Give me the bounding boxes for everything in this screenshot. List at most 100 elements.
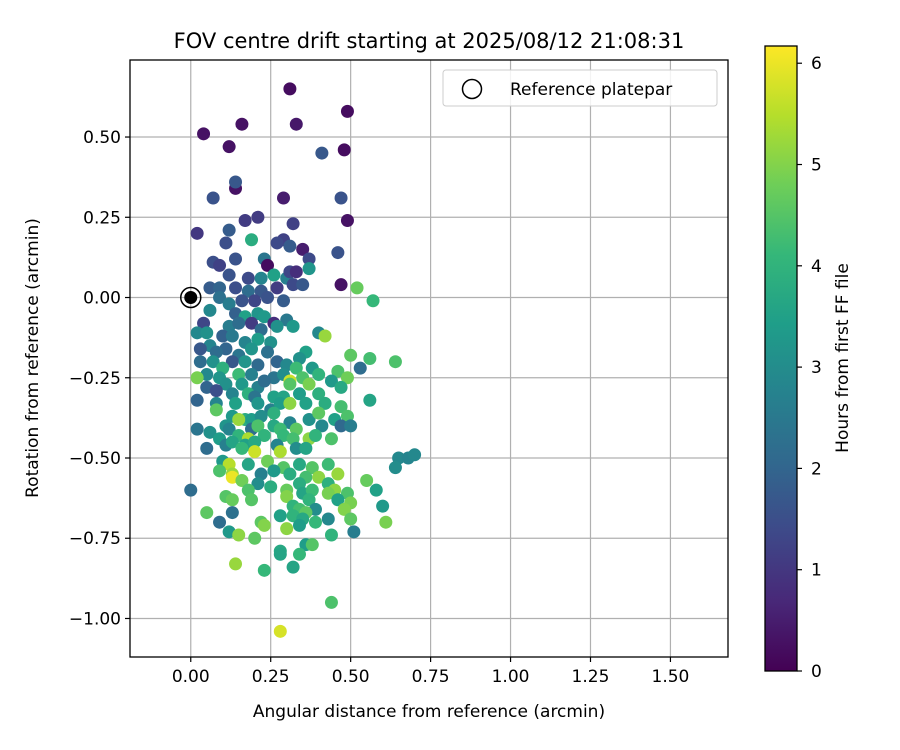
- data-point: [235, 441, 249, 455]
- colorbar-tick-label: 4: [811, 257, 822, 277]
- data-point: [360, 473, 374, 487]
- data-point: [190, 326, 204, 340]
- data-point: [331, 364, 345, 378]
- x-tick-label: 0.50: [332, 667, 370, 687]
- data-point: [232, 412, 246, 426]
- data-point: [344, 512, 358, 526]
- data-point: [251, 477, 265, 491]
- data-point: [302, 252, 316, 266]
- x-axis-label: Angular distance from reference (arcmin): [253, 702, 605, 722]
- data-point: [209, 403, 223, 417]
- data-point: [302, 412, 316, 426]
- data-point: [280, 522, 294, 536]
- data-point: [273, 445, 287, 459]
- data-point: [324, 595, 338, 609]
- data-point: [321, 512, 335, 526]
- data-point: [299, 441, 313, 455]
- data-point: [229, 396, 243, 410]
- data-point: [251, 419, 265, 433]
- data-point: [286, 278, 300, 292]
- y-tick-label: −1.00: [69, 609, 121, 629]
- data-point: [232, 528, 246, 542]
- data-point: [229, 281, 243, 295]
- data-point: [254, 271, 268, 285]
- x-tick-label: 1.50: [652, 667, 690, 687]
- data-point: [251, 332, 265, 346]
- data-point: [302, 262, 316, 276]
- colorbar: 0 1 2 3 4 5 6 Hours from first FF file: [764, 45, 853, 682]
- plot-area: [130, 60, 728, 657]
- data-point: [289, 117, 303, 131]
- data-point: [213, 258, 227, 272]
- data-point: [257, 429, 271, 443]
- data-point: [267, 406, 281, 420]
- y-tick-label: −0.25: [69, 369, 121, 389]
- data-point: [273, 396, 287, 410]
- x-tick-label: 0.25: [252, 667, 290, 687]
- legend-label: Reference platepar: [510, 80, 672, 100]
- data-point: [347, 525, 361, 539]
- data-point: [184, 483, 198, 497]
- x-tick-label: 1.25: [572, 667, 610, 687]
- data-point: [340, 213, 354, 227]
- data-point: [308, 515, 322, 529]
- data-point: [219, 236, 233, 250]
- data-point: [206, 355, 220, 369]
- y-tick-label: 0.00: [83, 289, 121, 309]
- data-point: [299, 396, 313, 410]
- data-point: [209, 384, 223, 398]
- reference-point: [180, 286, 202, 309]
- data-points: [184, 82, 422, 638]
- data-point: [238, 213, 252, 227]
- data-point: [305, 461, 319, 475]
- data-point: [235, 473, 249, 487]
- data-point: [222, 140, 236, 154]
- y-tick-label: −0.50: [69, 449, 121, 469]
- data-point: [289, 265, 303, 279]
- colorbar-ticks: 0 1 2 3 4 5 6: [797, 54, 822, 682]
- data-point: [222, 223, 236, 237]
- y-tick-label: 0.25: [83, 208, 121, 228]
- data-point: [296, 242, 310, 256]
- data-point: [283, 467, 297, 481]
- data-point: [270, 319, 284, 333]
- data-point: [340, 371, 354, 385]
- data-point: [292, 387, 306, 401]
- data-point: [229, 175, 243, 189]
- data-point: [251, 358, 265, 372]
- data-point: [315, 419, 329, 433]
- data-point: [213, 464, 227, 478]
- plot-frame: [129, 59, 729, 658]
- data-point: [305, 538, 319, 552]
- data-point: [331, 493, 345, 507]
- data-point: [270, 281, 284, 295]
- data-point: [245, 368, 259, 382]
- data-point: [219, 377, 233, 391]
- colorbar-tick-label: 1: [811, 561, 822, 581]
- data-point: [296, 278, 310, 292]
- data-point: [286, 560, 300, 574]
- data-point: [289, 361, 303, 375]
- data-point: [363, 393, 377, 407]
- data-point: [286, 319, 300, 333]
- data-point: [369, 483, 383, 497]
- data-point: [251, 210, 265, 224]
- chart-title: FOV centre drift starting at 2025/08/12 …: [174, 29, 685, 53]
- data-point: [241, 284, 255, 298]
- data-point: [222, 297, 236, 311]
- data-point: [235, 117, 249, 131]
- data-point: [235, 377, 249, 391]
- data-point: [264, 480, 278, 494]
- data-point: [251, 396, 265, 410]
- data-point: [257, 374, 271, 388]
- data-point: [283, 82, 297, 96]
- data-point: [331, 246, 345, 260]
- data-point: [245, 493, 259, 507]
- colorbar-tick-label: 3: [811, 358, 822, 378]
- data-point: [225, 435, 239, 449]
- data-point: [334, 419, 348, 433]
- x-axis-ticks: 0.00 0.25 0.50 0.75 1.00 1.25 1.50: [172, 657, 690, 687]
- x-tick-label: 1.00: [492, 667, 530, 687]
- data-point: [245, 316, 259, 330]
